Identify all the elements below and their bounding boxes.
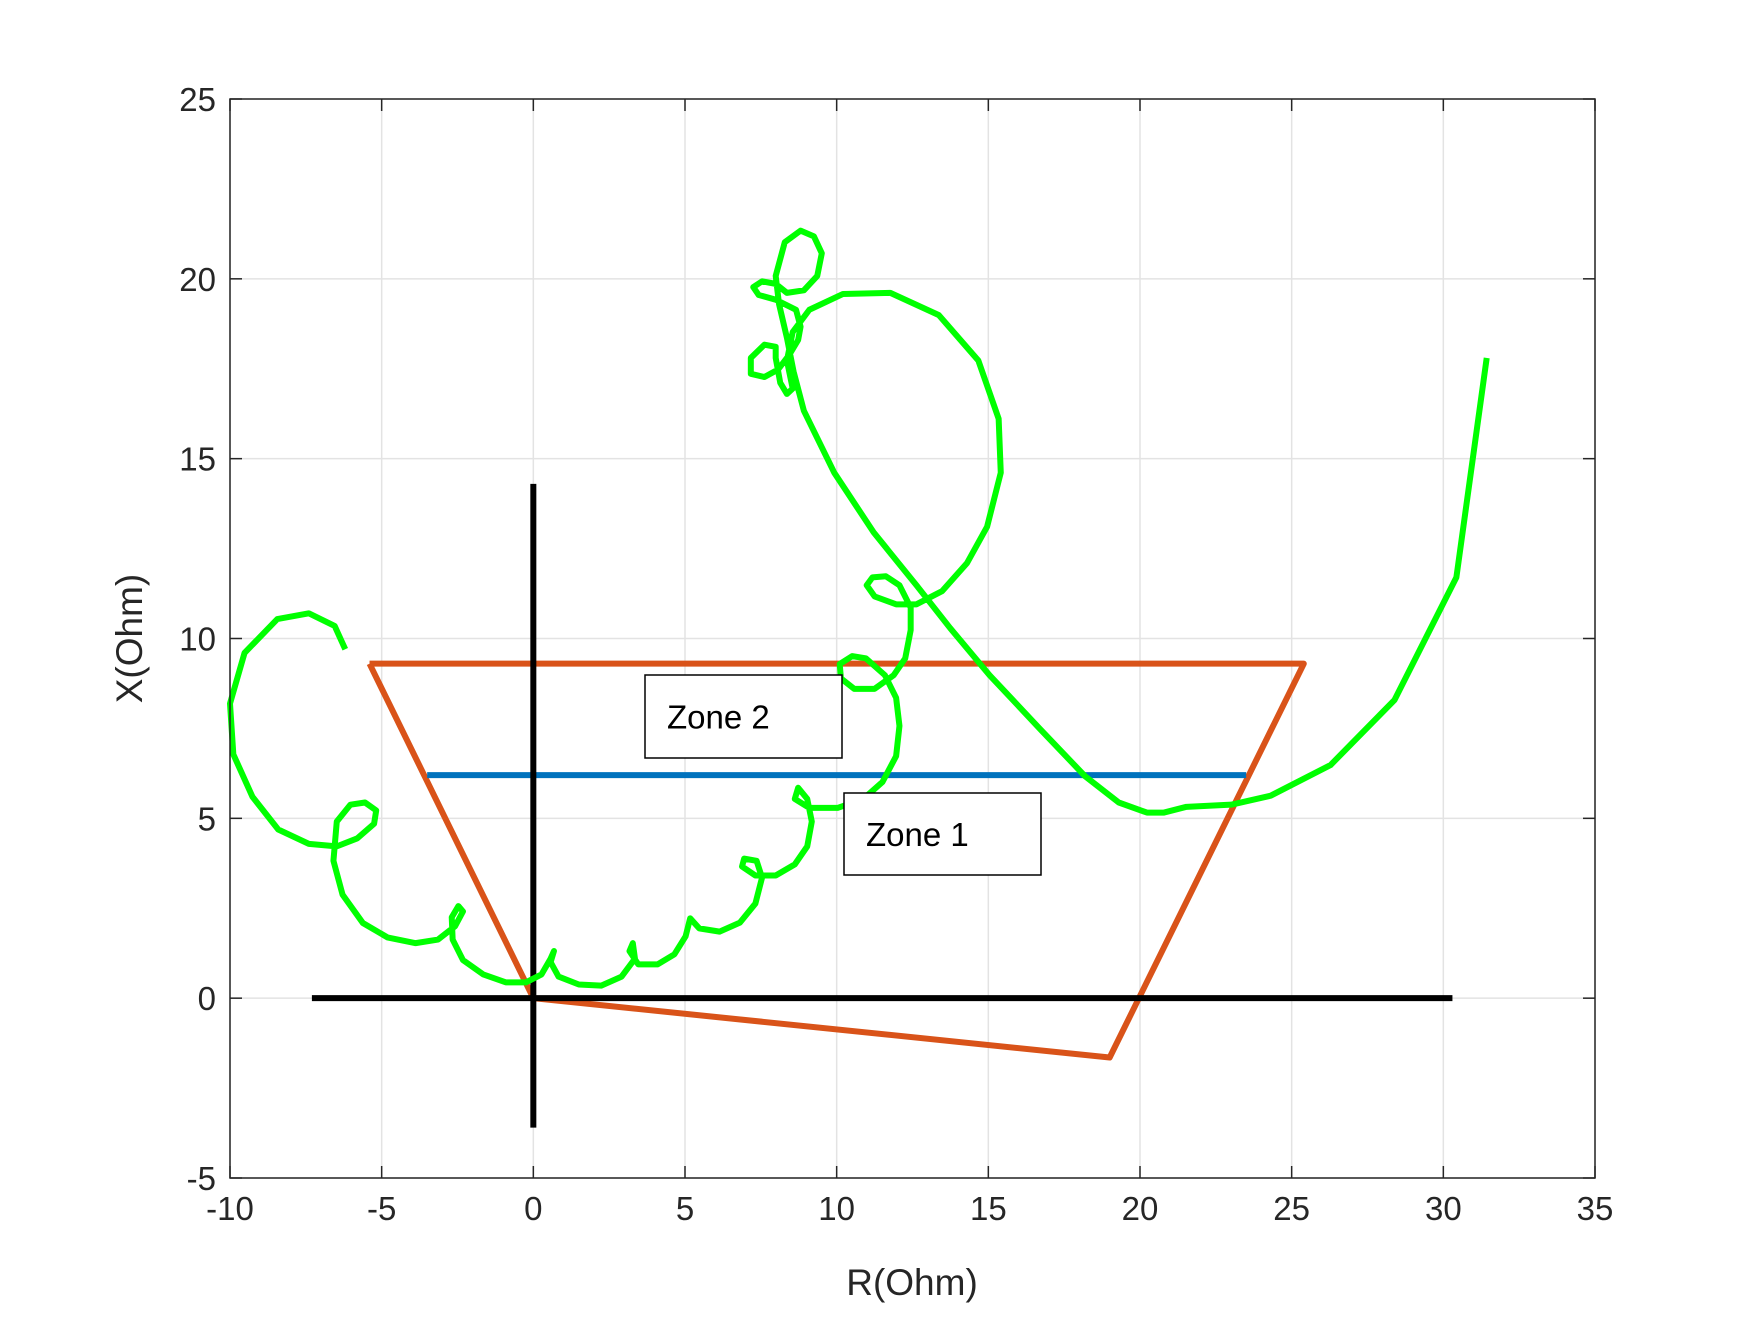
- y-tick-label: 25: [179, 81, 216, 118]
- x-tick-label: 35: [1577, 1190, 1614, 1227]
- y-axis-label: X(Ohm): [109, 574, 150, 704]
- annotation-box: [843, 792, 1042, 876]
- y-tick-label: -5: [187, 1160, 216, 1197]
- annotation-box: [644, 674, 843, 759]
- annotation: Zone 1: [866, 816, 969, 853]
- x-tick-label: 30: [1425, 1190, 1462, 1227]
- x-tick-label: 25: [1273, 1190, 1310, 1227]
- x-tick-label: 10: [818, 1190, 855, 1227]
- y-tick-label: 15: [179, 441, 216, 478]
- x-tick-label: 20: [1122, 1190, 1159, 1227]
- x-axis-label: R(Ohm): [846, 1262, 978, 1303]
- y-tick-label: 0: [198, 980, 216, 1017]
- x-tick-label: 0: [524, 1190, 542, 1227]
- y-tick-label: 10: [179, 621, 216, 658]
- x-tick-label: 5: [676, 1190, 694, 1227]
- y-tick-label: 20: [179, 261, 216, 298]
- x-tick-label: -5: [367, 1190, 396, 1227]
- x-tick-label: -10: [206, 1190, 254, 1227]
- y-tick-label: 5: [198, 800, 216, 837]
- x-tick-label: 15: [970, 1190, 1007, 1227]
- data-line: [366, 660, 1307, 1061]
- annotation: Zone 2: [667, 699, 770, 736]
- data-line: [227, 227, 1490, 989]
